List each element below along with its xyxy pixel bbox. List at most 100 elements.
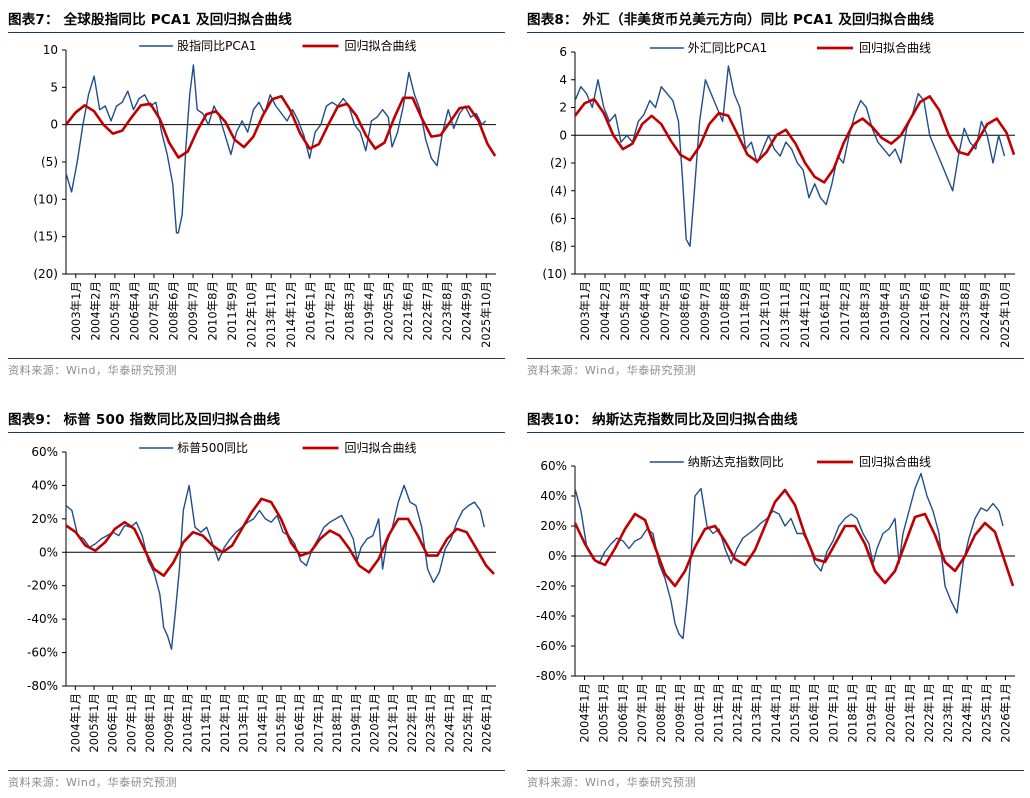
chart-title: 图表8： 外汇（非美货币兑美元方向）同比 PCA1 及回归拟合曲线	[527, 12, 935, 28]
x-tick-label: 2016年1月	[293, 693, 307, 753]
x-tick-label: 2009年7月	[186, 281, 200, 341]
y-tick-label: -80%	[27, 679, 58, 693]
y-tick-label: (10)	[33, 192, 58, 206]
y-tick-label: 0%	[39, 545, 58, 559]
x-tick-label: 2012年1月	[218, 693, 232, 753]
x-tick-label: 2022年1月	[922, 683, 936, 743]
x-tick-label: 2021年1月	[386, 693, 400, 753]
title-rule	[527, 32, 1024, 33]
y-tick-label: 60%	[540, 459, 567, 473]
y-tick-label: 0	[50, 118, 58, 132]
x-tick-label: 2017年2月	[838, 281, 852, 341]
title-rule	[527, 432, 1024, 433]
y-tick-label: 0%	[548, 549, 567, 563]
x-tick-label: 2014年12月	[798, 281, 812, 348]
actual-series-line	[65, 64, 487, 234]
x-tick-label: 2025年10月	[998, 281, 1012, 348]
x-tick-label: 2009年7月	[698, 281, 712, 341]
y-tick-label: (5)	[41, 155, 58, 169]
line-chart: 6 4 2 0 (2) (4) (6) (8) (10) 2003年1月 2004年2月 2005年3…	[542, 40, 1016, 348]
x-tick-label: 2013年11月	[264, 281, 278, 348]
legend-label-actual: 纳斯达克指数同比	[688, 454, 784, 469]
legend-label-actual: 股指同比PCA1	[177, 38, 256, 53]
x-tick-label: 2013年1月	[237, 693, 251, 753]
source-note: 资料来源：Wind，华泰研究预测	[527, 364, 697, 377]
y-tick-label: 20%	[31, 512, 58, 526]
x-tick-label: 2023年1月	[424, 693, 438, 753]
x-tick-label: 2020年1月	[884, 683, 898, 743]
x-tick-label: 2012年10月	[758, 281, 772, 348]
x-tick-label: 2013年11月	[778, 281, 792, 348]
x-tick-label: 2019年4月	[878, 281, 892, 341]
x-tick-label: 2018年3月	[342, 281, 356, 341]
source-rule	[527, 358, 1024, 359]
actual-series-line	[574, 65, 1006, 248]
x-tick-label: 2008年6月	[678, 281, 692, 341]
x-tick-label: 2005年1月	[597, 683, 611, 743]
title-rule	[8, 432, 505, 433]
x-tick-label: 2012年10月	[245, 281, 259, 348]
x-tick-label: 2005年3月	[108, 281, 122, 341]
y-tick-label: 40%	[540, 489, 567, 503]
x-tick-label: 2023年8月	[958, 281, 972, 341]
source-rule	[527, 770, 1024, 771]
x-tick-label: 2004年2月	[598, 281, 612, 341]
y-tick-label: 2	[559, 101, 567, 115]
x-tick-label: 2022年1月	[405, 693, 419, 753]
y-tick-label: (15)	[33, 230, 58, 244]
x-tick-label: 2008年1月	[143, 693, 157, 753]
x-tick-label: 2013年1月	[750, 683, 764, 743]
x-tick-label: 2014年12月	[284, 281, 298, 348]
source-note: 资料来源：Wind，华泰研究预测	[8, 776, 178, 789]
line-chart: 10 5 0 (5) (10) (15) (20) 2003年1月 2004年2月 2005年3月…	[33, 38, 497, 348]
legend-label-fit: 回归拟合曲线	[859, 454, 931, 469]
x-tick-label: 2018年3月	[858, 281, 872, 341]
y-tick-label: 60%	[31, 445, 58, 459]
x-tick-label: 2025年1月	[979, 683, 993, 743]
source-rule	[8, 358, 505, 359]
x-tick-label: 2019年1月	[349, 693, 363, 753]
source-note: 资料来源：Wind，华泰研究预测	[527, 776, 697, 789]
x-tick-label: 2006年1月	[616, 683, 630, 743]
y-tick-label: -60%	[27, 646, 58, 660]
x-tick-label: 2014年1月	[255, 693, 269, 753]
line-chart: 60% 40% 20% 0% -20% -40% -60% -80% 2004年1月 2005年1…	[536, 454, 1015, 743]
x-tick-label: 2007年5月	[147, 281, 161, 341]
x-tick-label: 2005年3月	[618, 281, 632, 341]
x-tick-label: 2008年1月	[654, 683, 668, 743]
chart-panel-4: 图表10： 纳斯达克指数同比及回归拟合曲线 60% 40% 20% 0% -20% -40…	[527, 408, 1024, 792]
legend-label-fit: 回归拟合曲线	[859, 40, 931, 55]
chart-title: 图表7： 全球股指同比 PCA1 及回归拟合曲线	[8, 12, 292, 28]
x-tick-label: 2024年9月	[978, 281, 992, 341]
fit-series-line	[573, 488, 1015, 588]
y-tick-label: 4	[559, 73, 567, 87]
x-tick-label: 2023年1月	[941, 683, 955, 743]
x-tick-label: 2007年1月	[635, 683, 649, 743]
fit-series-line	[64, 94, 497, 159]
x-tick-label: 2006年1月	[106, 693, 120, 753]
y-tick-label: 10	[43, 43, 58, 57]
y-tick-label: -40%	[27, 612, 58, 626]
y-tick-label: -80%	[536, 669, 567, 683]
x-tick-label: 2024年1月	[960, 683, 974, 743]
y-tick-label: 40%	[31, 478, 58, 492]
x-tick-label: 2021年6月	[401, 281, 415, 341]
x-tick-label: 2016年1月	[303, 281, 317, 341]
x-tick-label: 2019年4月	[362, 281, 376, 341]
y-tick-label: -40%	[536, 609, 567, 623]
x-tick-label: 2004年2月	[88, 281, 102, 341]
x-tick-label: 2024年1月	[442, 693, 456, 753]
source-rule	[8, 770, 505, 771]
actual-series-line	[65, 484, 485, 650]
x-tick-label: 2007年1月	[124, 693, 138, 753]
x-tick-label: 2017年1月	[311, 693, 325, 753]
line-chart: 60% 40% 20% 0% -20% -40% -60% -80% 2004年1月 2005年1…	[27, 440, 496, 753]
x-tick-label: 2020年5月	[382, 281, 396, 341]
x-tick-label: 2009年1月	[673, 683, 687, 743]
x-tick-label: 2010年8月	[718, 281, 732, 341]
y-tick-label: 20%	[540, 519, 567, 533]
x-tick-label: 2018年1月	[330, 693, 344, 753]
chart-panel-2: 图表8： 外汇（非美货币兑美元方向）同比 PCA1 及回归拟合曲线 6 4 2 0 (2…	[527, 8, 1024, 380]
source-note: 资料来源：Wind，华泰研究预测	[8, 364, 178, 377]
x-tick-label: 2017年1月	[826, 683, 840, 743]
